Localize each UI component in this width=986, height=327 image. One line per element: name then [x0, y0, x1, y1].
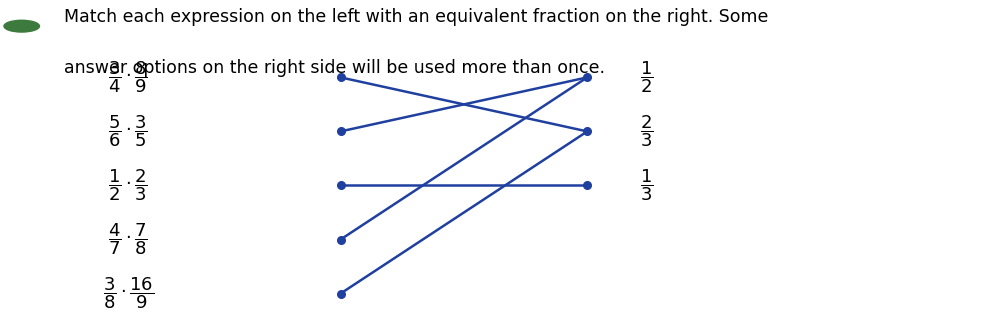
Text: $\dfrac{2}{3}$: $\dfrac{2}{3}$ [639, 113, 653, 149]
Text: $\dfrac{1}{2}$: $\dfrac{1}{2}$ [639, 60, 653, 95]
Text: $\dfrac{3}{4} \cdot \dfrac{8}{9}$: $\dfrac{3}{4} \cdot \dfrac{8}{9}$ [108, 60, 148, 95]
Text: $\dfrac{5}{6} \cdot \dfrac{3}{5}$: $\dfrac{5}{6} \cdot \dfrac{3}{5}$ [108, 113, 148, 149]
Text: $\dfrac{1}{3}$: $\dfrac{1}{3}$ [639, 168, 653, 203]
Text: $\dfrac{4}{7} \cdot \dfrac{7}{8}$: $\dfrac{4}{7} \cdot \dfrac{7}{8}$ [108, 222, 148, 257]
Text: $\dfrac{1}{2} \cdot \dfrac{2}{3}$: $\dfrac{1}{2} \cdot \dfrac{2}{3}$ [108, 168, 148, 203]
Text: Match each expression on the left with an equivalent fraction on the right. Some: Match each expression on the left with a… [64, 8, 768, 26]
Text: $\dfrac{3}{8} \cdot \dfrac{16}{9}$: $\dfrac{3}{8} \cdot \dfrac{16}{9}$ [103, 276, 154, 311]
Circle shape [4, 20, 39, 32]
Text: answer options on the right side will be used more than once.: answer options on the right side will be… [64, 59, 604, 77]
